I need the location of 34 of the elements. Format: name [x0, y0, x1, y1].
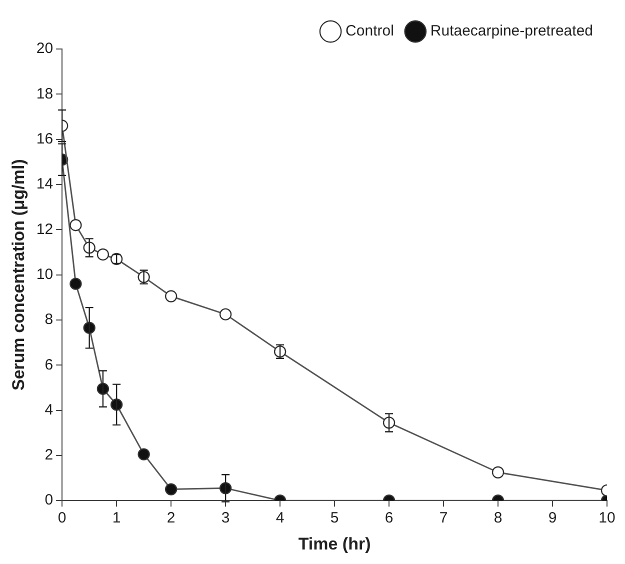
y-tick-label: 18: [36, 85, 54, 102]
y-tick-label: 2: [44, 446, 54, 464]
x-tick-label: 1: [112, 510, 121, 527]
legend-label: Control: [346, 22, 394, 40]
x-tick-label: 9: [548, 510, 557, 527]
x-tick-label: 5: [330, 510, 339, 527]
point: [138, 448, 150, 460]
x-tick-label: 3: [221, 510, 230, 527]
x-tick-label: 0: [58, 510, 66, 527]
y-tick-label: 20: [36, 40, 54, 58]
y-tick-label: 4: [44, 401, 54, 418]
legend-label: Rutaecarpine-pretreated: [430, 22, 594, 40]
x-tick-label: 10: [598, 510, 616, 527]
x-tick-label: 6: [384, 510, 394, 527]
y-tick-label: 14: [36, 176, 54, 193]
x-tick-label: 7: [439, 510, 448, 527]
y-tick-label: 6: [44, 356, 54, 374]
point: [70, 278, 82, 290]
y-tick-label: 16: [36, 130, 54, 148]
y-tick-label: 10: [36, 266, 54, 283]
point: [164, 290, 178, 302]
y-axis-title: Serum concentration (μg/ml): [8, 159, 28, 391]
x-tick-label: 4: [276, 510, 284, 527]
point: [219, 308, 232, 320]
point: [164, 483, 178, 496]
point: [70, 219, 82, 232]
y-tick-label: 0: [44, 492, 54, 509]
x-tick-label: 2: [166, 510, 176, 527]
y-tick-label: 12: [36, 220, 54, 238]
x-tick-label: 8: [494, 510, 502, 527]
point: [492, 466, 504, 478]
x-axis-title: Time (hr): [298, 534, 371, 554]
y-tick-label: 8: [44, 311, 54, 328]
point: [96, 248, 110, 261]
